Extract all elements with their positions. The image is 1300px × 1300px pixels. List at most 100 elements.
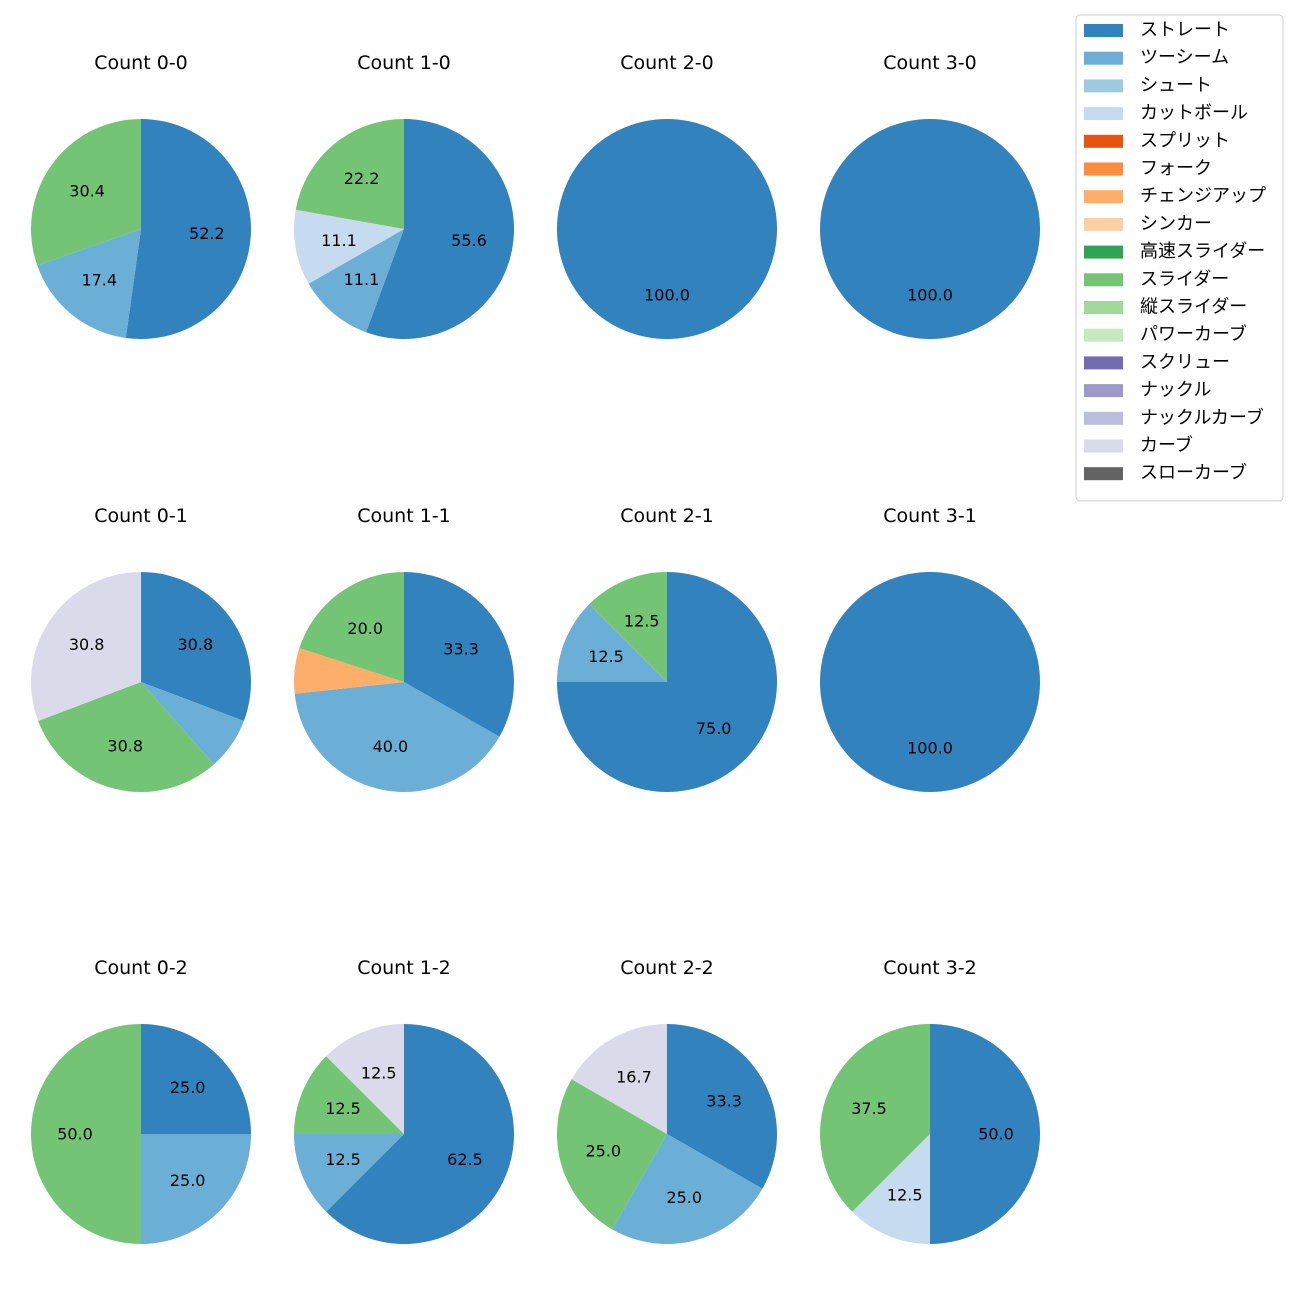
pie-panel: Count 2-0 100.0 [557, 52, 777, 339]
pie-slice [294, 682, 500, 792]
legend-swatch [1084, 467, 1123, 481]
slice-label: 17.4 [81, 271, 117, 290]
pie-panel: Count 1-1 33.3 40.0 20.0 [294, 505, 515, 792]
legend-label: 高速スライダー [1140, 241, 1265, 262]
pie-slice [404, 572, 515, 737]
pie-slice [141, 682, 244, 765]
legend-label: パワーカーブ [1140, 323, 1247, 345]
slice-label: 30.8 [178, 635, 214, 654]
pie-slice [125, 119, 252, 339]
pie-slice [308, 229, 404, 333]
legend-swatch [1084, 217, 1123, 231]
legend: ストレートツーシームシュートカットボールスプリットフォークチェンジアップシンカー… [1075, 14, 1284, 502]
slice-label: 12.5 [325, 1150, 361, 1169]
legend-label: スプリット [1140, 130, 1230, 151]
slice-label: 50.0 [57, 1125, 93, 1144]
slice-label: 25.0 [170, 1171, 206, 1190]
pie-title: Count 0-2 [94, 957, 188, 979]
pie-title: Count 2-0 [620, 52, 714, 74]
pie-slice [294, 1134, 404, 1212]
legend-swatch [1084, 301, 1123, 314]
pie-panel: Count 2-1 75.0 12.512.5 [557, 505, 777, 792]
pie-slice [141, 1024, 251, 1134]
slice-label: 33.3 [706, 1091, 742, 1110]
pie-slice [820, 572, 1040, 792]
pie-title: Count 2-2 [620, 957, 714, 979]
slice-label: 12.5 [887, 1185, 923, 1204]
pie-slice [31, 572, 141, 722]
slice-label: 25.0 [666, 1188, 702, 1207]
legend-swatch [1084, 51, 1123, 65]
slice-label: 50.0 [978, 1125, 1014, 1144]
legend-swatch [1084, 328, 1123, 342]
slice-label: 25.0 [170, 1078, 206, 1097]
pie-slice [294, 1056, 404, 1134]
pie-panel: Count 1-0 55.6 11.1 11.1 22.2 [294, 52, 515, 339]
legend-label: カーブ [1140, 434, 1193, 456]
pie-title: Count 1-1 [357, 505, 451, 527]
slice-label: 12.5 [588, 647, 624, 666]
slice-label: 11.1 [321, 231, 357, 250]
legend-swatch [1084, 24, 1123, 37]
pie-slice [571, 1024, 667, 1134]
pie-slice [295, 119, 404, 229]
slice-label: 100.0 [907, 739, 953, 758]
pie-slice [141, 572, 251, 722]
slice-label: 52.2 [189, 224, 225, 243]
pie-title: Count 0-1 [94, 505, 188, 527]
legend-label: シンカー [1140, 213, 1212, 234]
slice-label: 30.8 [69, 635, 105, 654]
pie-slice [141, 1134, 251, 1244]
pie-panel: Count 0-1 30.8 30.8 30.8 [31, 505, 251, 793]
legend-frame [1075, 14, 1284, 502]
pie-slice [326, 1024, 404, 1134]
legend-swatch [1084, 134, 1123, 148]
pie-slice [294, 209, 404, 284]
slice-label: 11.1 [344, 270, 380, 289]
pie-slice [326, 1024, 515, 1244]
legend-swatch [1084, 162, 1123, 176]
legend-swatch [1084, 107, 1123, 121]
pie-slice [38, 682, 214, 793]
pie-slice [667, 1024, 778, 1189]
pie-slice [299, 572, 404, 682]
legend-label: チェンジアップ [1140, 186, 1266, 207]
slice-label: 62.5 [447, 1150, 483, 1169]
pie-slice [556, 1079, 667, 1230]
pie-title: Count 2-1 [620, 505, 714, 527]
legend-label: フォーク [1140, 158, 1212, 179]
legend-label: スライダー [1140, 269, 1229, 290]
pie-panel: Count 0-0 52.2 17.4 30.4 [30, 52, 252, 339]
slice-label: 75.0 [696, 719, 732, 738]
slice-label: 40.0 [373, 737, 409, 756]
slice-label: 16.7 [616, 1067, 652, 1086]
slice-label: 12.5 [624, 612, 660, 631]
slice-label: 33.3 [443, 639, 479, 658]
pie-panel: Count 2-2 33.3 25.0 25.0 16.7 [556, 957, 778, 1245]
slice-label: 22.2 [344, 169, 380, 188]
pie-slice [820, 119, 1040, 339]
slice-label: 100.0 [644, 286, 690, 305]
pie-title: Count 3-0 [883, 52, 977, 74]
legend-label: ナックルカーブ [1140, 406, 1264, 428]
legend-swatch [1084, 356, 1123, 370]
pie-title: Count 3-1 [883, 505, 977, 527]
pie-panel: Count 0-2 25.0 25.0 50.0 [31, 957, 251, 1244]
pie-slice [30, 119, 141, 266]
pie-title: Count 3-2 [883, 957, 977, 979]
slice-label: 30.8 [107, 737, 143, 756]
pie-slice [852, 1134, 930, 1244]
pie-panel: Count 3-2 50.0 12.5 37.5 [820, 957, 1040, 1244]
pie-slice [31, 1024, 141, 1244]
pie-panel: Count 3-1 100.0 [820, 505, 1040, 792]
slice-label: 25.0 [585, 1142, 621, 1161]
legend-label: 縦スライダー [1140, 297, 1247, 318]
pie-slice [612, 1134, 763, 1245]
legend-label: スローカーブ [1140, 462, 1247, 484]
pie-slice [930, 1024, 1040, 1244]
legend-swatch [1084, 384, 1123, 398]
slice-label: 30.4 [69, 181, 105, 200]
legend-label: シュート [1140, 75, 1212, 96]
legend-swatch [1084, 190, 1123, 204]
legend-label: ストレート [1140, 20, 1230, 41]
